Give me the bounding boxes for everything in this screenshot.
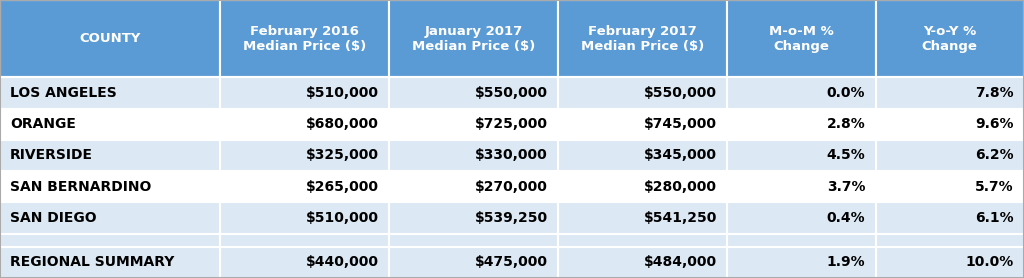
Text: $345,000: $345,000 — [644, 148, 717, 162]
Bar — [0, 202, 220, 234]
Bar — [876, 109, 1024, 140]
Bar — [876, 0, 1024, 77]
Text: ORANGE: ORANGE — [10, 117, 76, 131]
Bar — [727, 234, 876, 247]
Text: REGIONAL SUMMARY: REGIONAL SUMMARY — [10, 255, 175, 269]
Bar — [0, 0, 220, 77]
Text: $325,000: $325,000 — [306, 148, 379, 162]
Bar — [220, 140, 389, 171]
Bar — [727, 0, 876, 77]
Text: $280,000: $280,000 — [644, 180, 717, 194]
Text: $510,000: $510,000 — [306, 86, 379, 100]
Bar — [220, 202, 389, 234]
Text: February 2017
Median Price ($): February 2017 Median Price ($) — [581, 25, 705, 53]
Bar — [558, 171, 727, 202]
Bar — [389, 171, 558, 202]
Text: $725,000: $725,000 — [475, 117, 548, 131]
Bar — [876, 247, 1024, 278]
Bar — [876, 171, 1024, 202]
Text: M-o-M %
Change: M-o-M % Change — [769, 25, 834, 53]
Text: $510,000: $510,000 — [306, 211, 379, 225]
Text: $680,000: $680,000 — [306, 117, 379, 131]
Bar — [0, 234, 220, 247]
Bar — [558, 140, 727, 171]
Text: COUNTY: COUNTY — [80, 32, 140, 45]
Text: RIVERSIDE: RIVERSIDE — [10, 148, 93, 162]
Text: $475,000: $475,000 — [475, 255, 548, 269]
Bar — [558, 109, 727, 140]
Text: 1.9%: 1.9% — [826, 255, 865, 269]
Text: $270,000: $270,000 — [475, 180, 548, 194]
Text: $265,000: $265,000 — [306, 180, 379, 194]
Text: 9.6%: 9.6% — [975, 117, 1014, 131]
Bar — [389, 109, 558, 140]
Text: SAN DIEGO: SAN DIEGO — [10, 211, 97, 225]
Text: Y-o-Y %
Change: Y-o-Y % Change — [922, 25, 978, 53]
Text: SAN BERNARDINO: SAN BERNARDINO — [10, 180, 152, 194]
Bar — [727, 202, 876, 234]
Text: $539,250: $539,250 — [475, 211, 548, 225]
Bar — [876, 140, 1024, 171]
Bar — [220, 171, 389, 202]
Bar — [558, 234, 727, 247]
Bar — [220, 77, 389, 109]
Text: $550,000: $550,000 — [475, 86, 548, 100]
Bar — [558, 247, 727, 278]
Text: 10.0%: 10.0% — [966, 255, 1014, 269]
Text: 6.2%: 6.2% — [975, 148, 1014, 162]
Text: 2.8%: 2.8% — [826, 117, 865, 131]
Bar — [727, 77, 876, 109]
Text: $745,000: $745,000 — [644, 117, 717, 131]
Bar — [876, 234, 1024, 247]
Text: $541,250: $541,250 — [643, 211, 717, 225]
Bar — [876, 202, 1024, 234]
Bar — [389, 247, 558, 278]
Text: February 2016
Median Price ($): February 2016 Median Price ($) — [243, 25, 367, 53]
Bar — [558, 202, 727, 234]
Text: LOS ANGELES: LOS ANGELES — [10, 86, 117, 100]
Text: 6.1%: 6.1% — [975, 211, 1014, 225]
Text: 4.5%: 4.5% — [826, 148, 865, 162]
Bar — [389, 0, 558, 77]
Text: 0.4%: 0.4% — [826, 211, 865, 225]
Bar — [220, 247, 389, 278]
Bar — [876, 77, 1024, 109]
Text: $484,000: $484,000 — [644, 255, 717, 269]
Text: 7.8%: 7.8% — [975, 86, 1014, 100]
Text: $440,000: $440,000 — [306, 255, 379, 269]
Text: $330,000: $330,000 — [475, 148, 548, 162]
Bar — [0, 140, 220, 171]
Bar — [0, 109, 220, 140]
Bar — [389, 140, 558, 171]
Bar — [0, 247, 220, 278]
Text: January 2017
Median Price ($): January 2017 Median Price ($) — [412, 25, 536, 53]
Bar — [727, 109, 876, 140]
Bar — [558, 77, 727, 109]
Bar — [727, 171, 876, 202]
Bar — [220, 0, 389, 77]
Bar — [727, 247, 876, 278]
Text: 3.7%: 3.7% — [826, 180, 865, 194]
Bar — [0, 77, 220, 109]
Text: $550,000: $550,000 — [644, 86, 717, 100]
Bar — [558, 0, 727, 77]
Bar — [727, 140, 876, 171]
Bar — [389, 77, 558, 109]
Text: 5.7%: 5.7% — [975, 180, 1014, 194]
Bar — [389, 234, 558, 247]
Bar — [220, 109, 389, 140]
Bar — [220, 234, 389, 247]
Bar — [389, 202, 558, 234]
Bar — [0, 171, 220, 202]
Text: 0.0%: 0.0% — [826, 86, 865, 100]
